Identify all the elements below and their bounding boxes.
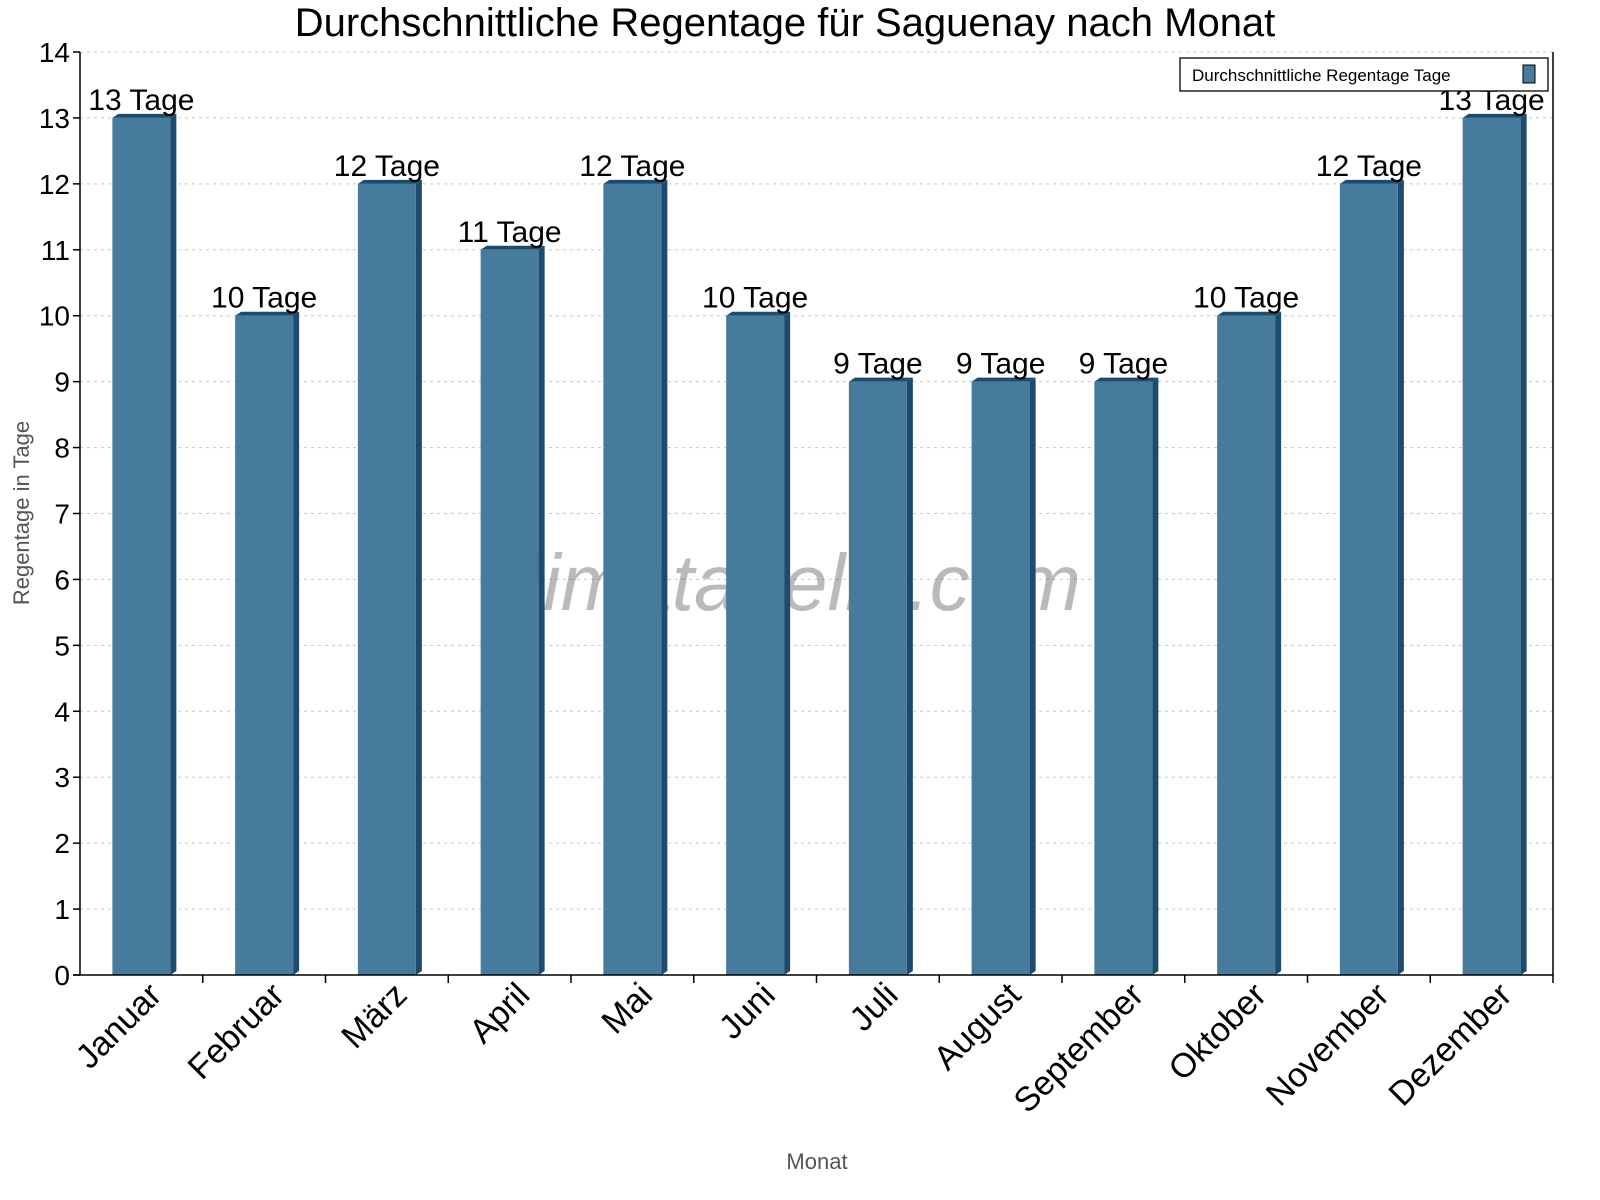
x-tick-label: Dezember: [1382, 976, 1520, 1114]
legend-swatch: [1522, 64, 1536, 84]
bar-top: [235, 311, 300, 316]
y-tick-label: 4: [54, 696, 70, 727]
y-tick-label: 10: [39, 301, 70, 332]
x-tick-label: Juni: [712, 976, 783, 1047]
x-tick-label: Februar: [181, 976, 292, 1087]
y-tick-label: 6: [54, 564, 70, 595]
bar-side: [170, 113, 177, 975]
x-tick-label: September: [1007, 976, 1151, 1120]
bar-top: [603, 179, 668, 184]
chart-title: Durchschnittliche Regentage für Saguenay…: [295, 1, 1276, 45]
x-tick-label: Mai: [594, 976, 660, 1042]
y-tick-label: 8: [54, 433, 70, 464]
bar-side: [906, 377, 913, 976]
data-label: 9 Tage: [833, 348, 923, 381]
bar: [1217, 315, 1276, 975]
data-label: 9 Tage: [1079, 348, 1169, 381]
x-tick-label: Oktober: [1161, 976, 1273, 1088]
gridlines: [80, 51, 1553, 910]
bar: [1094, 381, 1153, 976]
y-tick-label: 0: [54, 960, 70, 991]
bar-top: [1339, 179, 1404, 184]
bar-top: [848, 377, 913, 382]
bar-top: [971, 377, 1036, 382]
bar-side: [784, 311, 791, 975]
bar: [1339, 183, 1398, 975]
bar: [1462, 117, 1521, 975]
bar-top: [357, 179, 422, 184]
data-label: 12 Tage: [334, 150, 440, 183]
data-label: 12 Tage: [1316, 150, 1422, 183]
bar-side: [1275, 311, 1282, 975]
bar-side: [415, 179, 422, 975]
y-tick-label: 3: [54, 762, 70, 793]
data-label: 13 Tage: [88, 84, 194, 117]
bar: [603, 183, 662, 975]
y-tick-label: 5: [54, 630, 70, 661]
legend-label: Durchschnittliche Regentage Tage: [1192, 66, 1451, 85]
bar: [971, 381, 1030, 976]
bar-side: [1520, 113, 1527, 975]
x-tick-label: November: [1259, 976, 1397, 1114]
data-label: 12 Tage: [579, 150, 685, 183]
x-axis-label: Monat: [786, 1149, 847, 1174]
bar-side: [538, 245, 545, 976]
x-tick-label: Juli: [843, 976, 906, 1039]
bar: [480, 249, 539, 976]
bar-side: [661, 179, 668, 975]
data-label: 10 Tage: [702, 282, 808, 315]
legend[interactable]: Durchschnittliche Regentage Tage: [1179, 57, 1549, 92]
data-label: 9 Tage: [956, 348, 1046, 381]
x-tick-label: April: [462, 976, 537, 1051]
x-tick-label: August: [927, 975, 1029, 1077]
y-tick-label: 11: [41, 235, 70, 266]
y-tick-label: 2: [54, 828, 70, 859]
bar-top: [1094, 377, 1159, 382]
x-tick-label: Januar: [69, 976, 169, 1076]
bar: [726, 315, 785, 975]
bar-top: [480, 245, 545, 250]
y-tick-label: 13: [39, 103, 70, 134]
bar: [112, 117, 171, 975]
bar: [848, 381, 907, 976]
y-tick-label: 12: [39, 169, 70, 200]
data-label: 11 Tage: [458, 216, 562, 249]
bar-side: [1029, 377, 1036, 976]
y-axis-label: Regentage in Tage: [9, 421, 34, 605]
bar: [357, 183, 416, 975]
y-tick-label: 9: [54, 367, 70, 398]
bar-side: [293, 311, 300, 975]
data-label: 10 Tage: [1193, 282, 1299, 315]
bar-top: [112, 113, 177, 118]
y-tick-label: 7: [54, 499, 70, 530]
x-tick-label: März: [334, 976, 414, 1056]
bar-top: [1462, 113, 1527, 118]
bar: [235, 315, 294, 975]
y-tick-label: 1: [54, 894, 70, 925]
y-tick-label: 14: [39, 37, 70, 68]
bar-top: [726, 311, 791, 316]
bar-side: [1397, 179, 1404, 975]
data-label: 10 Tage: [211, 282, 317, 315]
bars: 13 Tage 10 Tage 12 Tage 11 Tage 12 Tage 10 Ta…: [88, 84, 1545, 976]
bar-top: [1217, 311, 1282, 316]
bar-side: [1152, 377, 1159, 976]
